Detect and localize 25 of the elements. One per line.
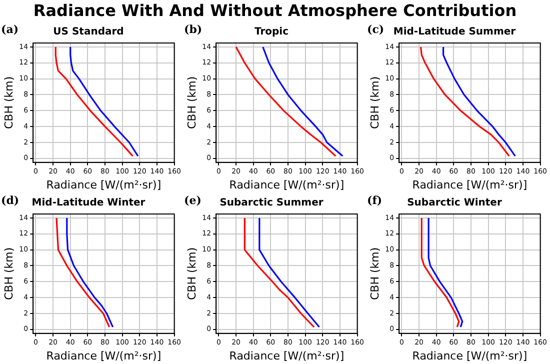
x-axis-title: Radiance [W/(m²·sr)]: [46, 178, 162, 192]
chart-title: Mid-Latitude Summer: [393, 26, 516, 38]
x-axis-title: Radiance [W/(m²·sr)]: [412, 178, 528, 192]
text: (a): [1, 23, 19, 36]
text: (b): [184, 23, 202, 36]
y-axis-title: CBH (km): [185, 76, 198, 130]
y-axis-title: CBH (km): [368, 247, 382, 300]
text: (f): [367, 194, 382, 207]
chart-title: Tropic: [254, 26, 289, 38]
chart-title: Mid-Latitude Winter: [32, 198, 146, 209]
x-axis-title: Radiance [W/(m²·sr)]: [229, 349, 344, 362]
chart-title: US Standard: [53, 26, 124, 38]
text: Radiance With And Without Atmosphere Contribution: [32, 0, 518, 22]
y-axis-title: CBH (km): [2, 247, 16, 300]
x-axis-title: Radiance [W/(m²·sr)]: [46, 349, 162, 362]
x-axis-title: Radiance [W/(m²·sr)]: [412, 349, 528, 362]
x-axis-title: Radiance [W/(m²·sr)]: [229, 178, 344, 192]
y-axis-title: CBH (km): [185, 247, 198, 300]
y-axis-title: CBH (km): [368, 76, 382, 130]
chart-title: Subarctic Summer: [220, 198, 324, 209]
text: (c): [367, 23, 384, 36]
chart-title: Subarctic Winter: [407, 198, 502, 209]
text: (e): [184, 194, 202, 207]
text: (d): [1, 194, 20, 207]
y-axis-title: CBH (km): [2, 76, 16, 130]
